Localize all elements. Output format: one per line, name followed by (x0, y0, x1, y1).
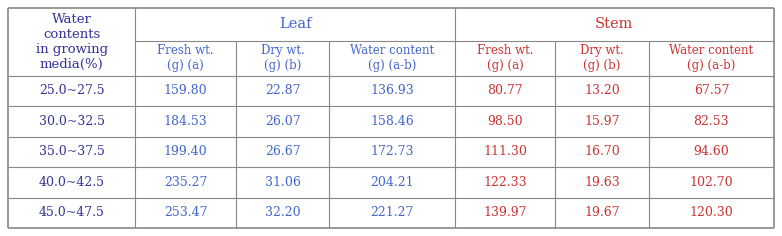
Text: 19.67: 19.67 (584, 206, 620, 219)
Text: 136.93: 136.93 (370, 84, 414, 97)
Text: 221.27: 221.27 (371, 206, 414, 219)
Text: Water
contents
in growing
media(%): Water contents in growing media(%) (36, 13, 108, 71)
Text: 31.06: 31.06 (265, 176, 301, 189)
Text: Dry wt.
(g) (b): Dry wt. (g) (b) (261, 44, 305, 72)
Text: 158.46: 158.46 (370, 115, 414, 128)
Text: 204.21: 204.21 (370, 176, 414, 189)
Text: 80.77: 80.77 (487, 84, 523, 97)
Text: 30.0~32.5: 30.0~32.5 (38, 115, 105, 128)
Text: 139.97: 139.97 (483, 206, 527, 219)
Text: 13.20: 13.20 (584, 84, 620, 97)
Text: 82.53: 82.53 (694, 115, 730, 128)
Text: 22.87: 22.87 (265, 84, 300, 97)
Text: 19.63: 19.63 (584, 176, 620, 189)
Text: 40.0~42.5: 40.0~42.5 (38, 176, 105, 189)
Text: 120.30: 120.30 (690, 206, 734, 219)
Text: 32.20: 32.20 (265, 206, 300, 219)
Text: 35.0~37.5: 35.0~37.5 (39, 145, 105, 158)
Text: Stem: Stem (595, 17, 633, 31)
Text: 26.07: 26.07 (265, 115, 300, 128)
Text: 26.67: 26.67 (265, 145, 300, 158)
Text: 45.0~47.5: 45.0~47.5 (39, 206, 105, 219)
Text: 15.97: 15.97 (584, 115, 620, 128)
Text: 199.40: 199.40 (164, 145, 207, 158)
Text: 111.30: 111.30 (483, 145, 527, 158)
Text: Water content
(g) (a-b): Water content (g) (a-b) (350, 44, 434, 72)
Text: Fresh wt.
(g) (a): Fresh wt. (g) (a) (477, 44, 533, 72)
Text: 98.50: 98.50 (487, 115, 523, 128)
Text: Dry wt.
(g) (b): Dry wt. (g) (b) (580, 44, 624, 72)
Text: Leaf: Leaf (278, 17, 311, 31)
Text: 122.33: 122.33 (483, 176, 527, 189)
Text: 94.60: 94.60 (694, 145, 730, 158)
Text: 253.47: 253.47 (164, 206, 207, 219)
Text: Water content
(g) (a-b): Water content (g) (a-b) (669, 44, 754, 72)
Text: Fresh wt.
(g) (a): Fresh wt. (g) (a) (157, 44, 214, 72)
Text: 25.0~27.5: 25.0~27.5 (39, 84, 105, 97)
Text: 159.80: 159.80 (164, 84, 207, 97)
Text: 172.73: 172.73 (371, 145, 414, 158)
Text: 16.70: 16.70 (584, 145, 620, 158)
Text: 184.53: 184.53 (164, 115, 207, 128)
Text: 67.57: 67.57 (694, 84, 729, 97)
Text: 102.70: 102.70 (690, 176, 734, 189)
Text: 235.27: 235.27 (164, 176, 207, 189)
